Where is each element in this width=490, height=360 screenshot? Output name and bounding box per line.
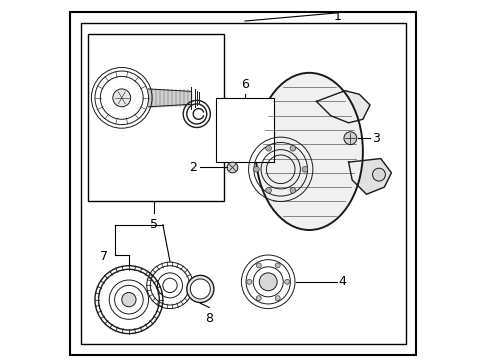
Circle shape (372, 168, 386, 181)
Circle shape (344, 132, 357, 145)
Circle shape (266, 188, 271, 193)
Circle shape (253, 166, 259, 172)
Circle shape (290, 188, 296, 193)
Circle shape (275, 296, 280, 301)
Bar (88, 33, 223, 202)
Circle shape (302, 166, 308, 172)
Circle shape (285, 279, 290, 284)
Text: 4: 4 (338, 275, 346, 288)
Circle shape (113, 89, 131, 107)
Polygon shape (317, 91, 370, 123)
Bar (81, 23, 406, 344)
Circle shape (275, 263, 280, 268)
Circle shape (247, 279, 252, 284)
Text: 3: 3 (372, 132, 380, 145)
Text: 7: 7 (100, 249, 108, 263)
Ellipse shape (256, 73, 363, 230)
Text: 5: 5 (150, 217, 158, 230)
Text: 1: 1 (334, 10, 342, 23)
Circle shape (227, 162, 238, 173)
Circle shape (122, 293, 136, 307)
Circle shape (190, 279, 210, 299)
Circle shape (256, 296, 261, 301)
Text: 6: 6 (241, 78, 249, 91)
Bar (217, 98, 273, 162)
Text: 8: 8 (205, 312, 213, 325)
Circle shape (290, 145, 296, 151)
Polygon shape (348, 158, 392, 194)
Circle shape (187, 275, 214, 302)
Circle shape (259, 273, 277, 291)
Circle shape (266, 145, 271, 151)
Circle shape (256, 263, 261, 268)
Text: 2: 2 (189, 161, 197, 174)
